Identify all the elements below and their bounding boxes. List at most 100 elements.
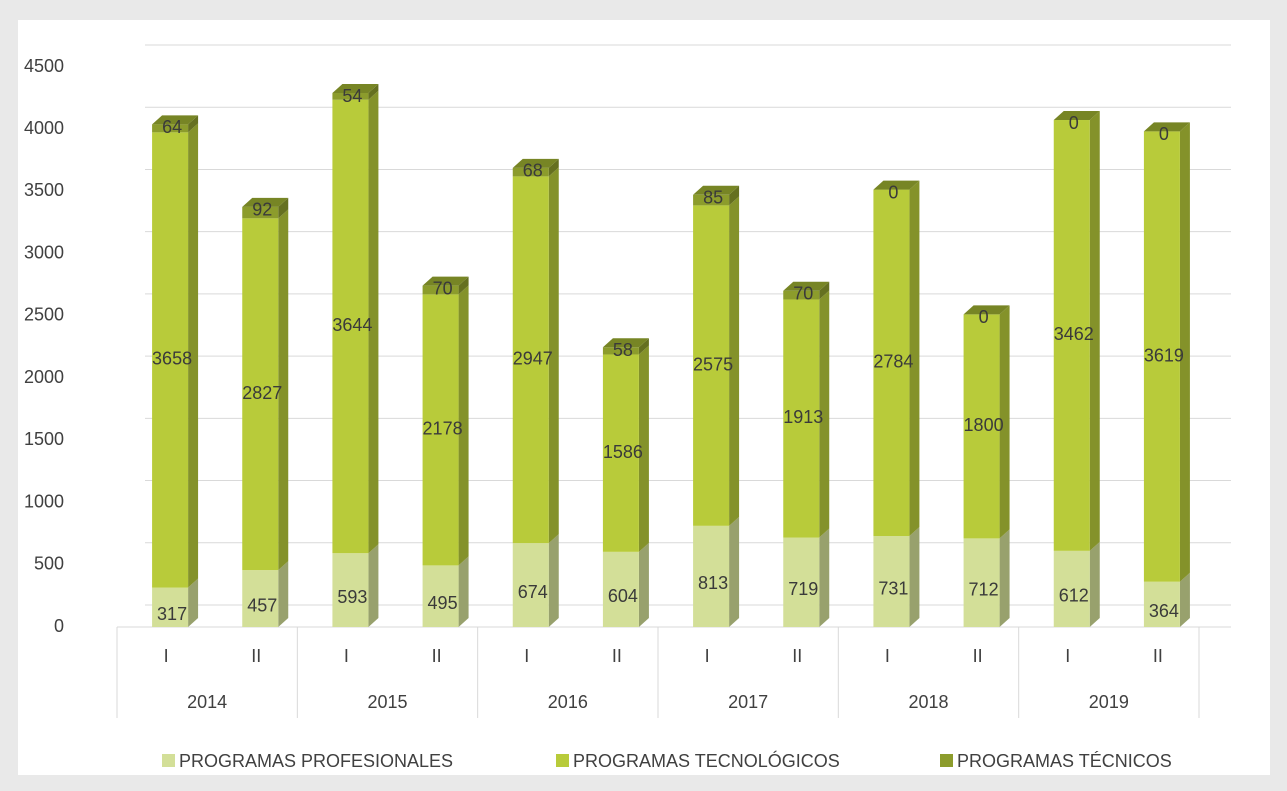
value-label: 2178 (423, 419, 463, 439)
value-label: 2827 (242, 383, 282, 403)
value-label: 593 (337, 587, 367, 607)
bar-side (909, 180, 920, 537)
bar-side (278, 197, 289, 219)
bar-side (638, 542, 649, 627)
bar-segment (332, 99, 369, 554)
bar-segment (963, 538, 1000, 627)
bar-side (368, 84, 379, 100)
x-tick-label: II (792, 646, 802, 666)
x-tick-label: I (524, 646, 529, 666)
value-label: 1913 (783, 407, 823, 427)
value-label: 457 (247, 595, 277, 615)
bar-segment (1143, 131, 1180, 582)
bar-segment (783, 290, 820, 300)
bar-side (278, 209, 289, 571)
bar-segment (332, 553, 369, 627)
bar-top (1143, 122, 1190, 132)
value-label: 712 (969, 579, 999, 599)
bar-top (242, 197, 289, 207)
bar-segment (693, 194, 730, 206)
y-tick-label: 4000 (24, 118, 64, 138)
value-label: 3644 (332, 315, 372, 335)
bar-segment (422, 285, 459, 295)
value-label: 719 (788, 579, 818, 599)
value-label: 1800 (964, 415, 1004, 435)
y-tick-label: 500 (34, 554, 64, 574)
value-label: 92 (252, 200, 272, 220)
bar-segment (242, 218, 279, 571)
value-label: 813 (698, 573, 728, 593)
value-label: 3462 (1054, 324, 1094, 344)
value-label: 364 (1149, 601, 1179, 621)
group-label: 2014 (187, 692, 227, 712)
value-label: 64 (162, 117, 182, 137)
value-label: 674 (518, 582, 548, 602)
y-tick-label: 4500 (24, 56, 64, 76)
group-label: 2018 (908, 692, 948, 712)
x-tick-label: I (705, 646, 710, 666)
bar-segment (873, 189, 910, 537)
bar-side (1179, 572, 1190, 627)
bar-segment (693, 205, 730, 526)
bar-top (602, 338, 649, 348)
bar-segment (152, 132, 189, 588)
bar-side (729, 516, 740, 627)
bar-side (458, 285, 469, 566)
bar-side (1089, 111, 1100, 551)
value-label: 495 (428, 593, 458, 613)
x-tick-label: II (432, 646, 442, 666)
bar-segment (512, 543, 549, 627)
bar-segment (783, 537, 820, 627)
value-label: 54 (342, 86, 362, 106)
bar-side (368, 544, 379, 627)
bar-side (458, 556, 469, 627)
value-label: 58 (613, 340, 633, 360)
bar-side (819, 290, 830, 538)
bar-top (512, 158, 559, 168)
bar-segment (1143, 581, 1180, 627)
bar-side (638, 338, 649, 355)
bar-segment (242, 570, 279, 627)
x-tick-label: I (344, 646, 349, 666)
y-tick-label: 3000 (24, 242, 64, 262)
legend-label: PROGRAMAS TECNOLÓGICOS (573, 750, 840, 771)
value-label: 604 (608, 586, 638, 606)
bar-segment (332, 93, 369, 100)
x-tick-label: II (612, 646, 622, 666)
value-label: 70 (793, 284, 813, 304)
legend-swatch (940, 754, 953, 767)
y-tick-label: 2500 (24, 305, 64, 325)
value-label: 2575 (693, 354, 733, 374)
x-tick-label: I (164, 646, 169, 666)
x-tick-label: II (251, 646, 261, 666)
value-label: 68 (523, 161, 543, 181)
bar-side (999, 305, 1010, 539)
bar-segment (152, 124, 189, 133)
x-tick-label: I (1065, 646, 1070, 666)
bar-top (332, 84, 379, 94)
bar-segment (242, 206, 279, 219)
legend-label: PROGRAMAS TÉCNICOS (957, 751, 1172, 771)
value-label: 70 (433, 278, 453, 298)
bar-segment (512, 167, 549, 177)
bar-segment (422, 565, 459, 627)
value-label: 0 (888, 182, 898, 202)
y-tick-label: 1500 (24, 429, 64, 449)
group-label: 2017 (728, 692, 768, 712)
bar-side (819, 528, 830, 627)
bar-segment (602, 551, 639, 627)
bar-side (458, 276, 469, 295)
bar-side (188, 115, 199, 133)
bar-side (1089, 541, 1100, 627)
bar-segment (512, 176, 549, 544)
bar-segment (602, 347, 639, 355)
bar-segment (602, 354, 639, 552)
group-label: 2019 (1089, 692, 1129, 712)
value-label: 3658 (152, 349, 192, 369)
bar-side (188, 123, 199, 588)
bar-segment (422, 294, 459, 566)
bar-side (188, 578, 199, 627)
bar-top (873, 180, 920, 190)
